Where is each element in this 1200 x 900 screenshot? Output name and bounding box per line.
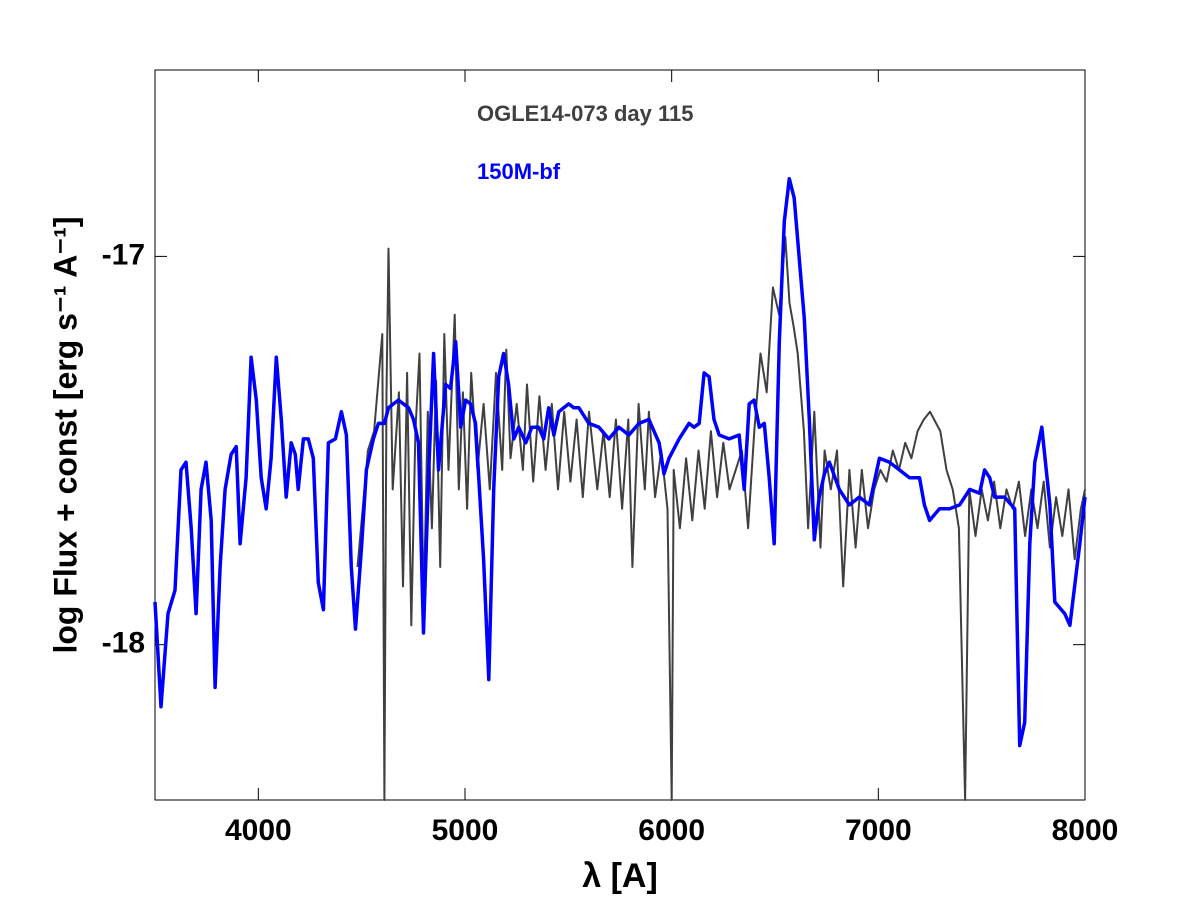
y-tick-label: -18 <box>102 627 145 660</box>
legend-label: OGLE14-073 day 115 <box>477 101 693 126</box>
series-line <box>153 176 1087 748</box>
x-tick-label: 5000 <box>432 814 499 847</box>
x-tick-label: 8000 <box>1052 814 1119 847</box>
plot-frame <box>154 69 1086 801</box>
legend-label: 150M-bf <box>477 159 561 184</box>
x-tick-label: 4000 <box>225 814 292 847</box>
x-tick-label: 7000 <box>845 814 912 847</box>
y-axis-label: log Flux + const [erg s⁻¹ A⁻¹] <box>47 216 83 653</box>
y-tick-label: -17 <box>102 238 145 271</box>
x-axis-label: λ [A] <box>582 857 658 895</box>
x-tick-label: 6000 <box>638 814 705 847</box>
series-line <box>356 236 1086 801</box>
